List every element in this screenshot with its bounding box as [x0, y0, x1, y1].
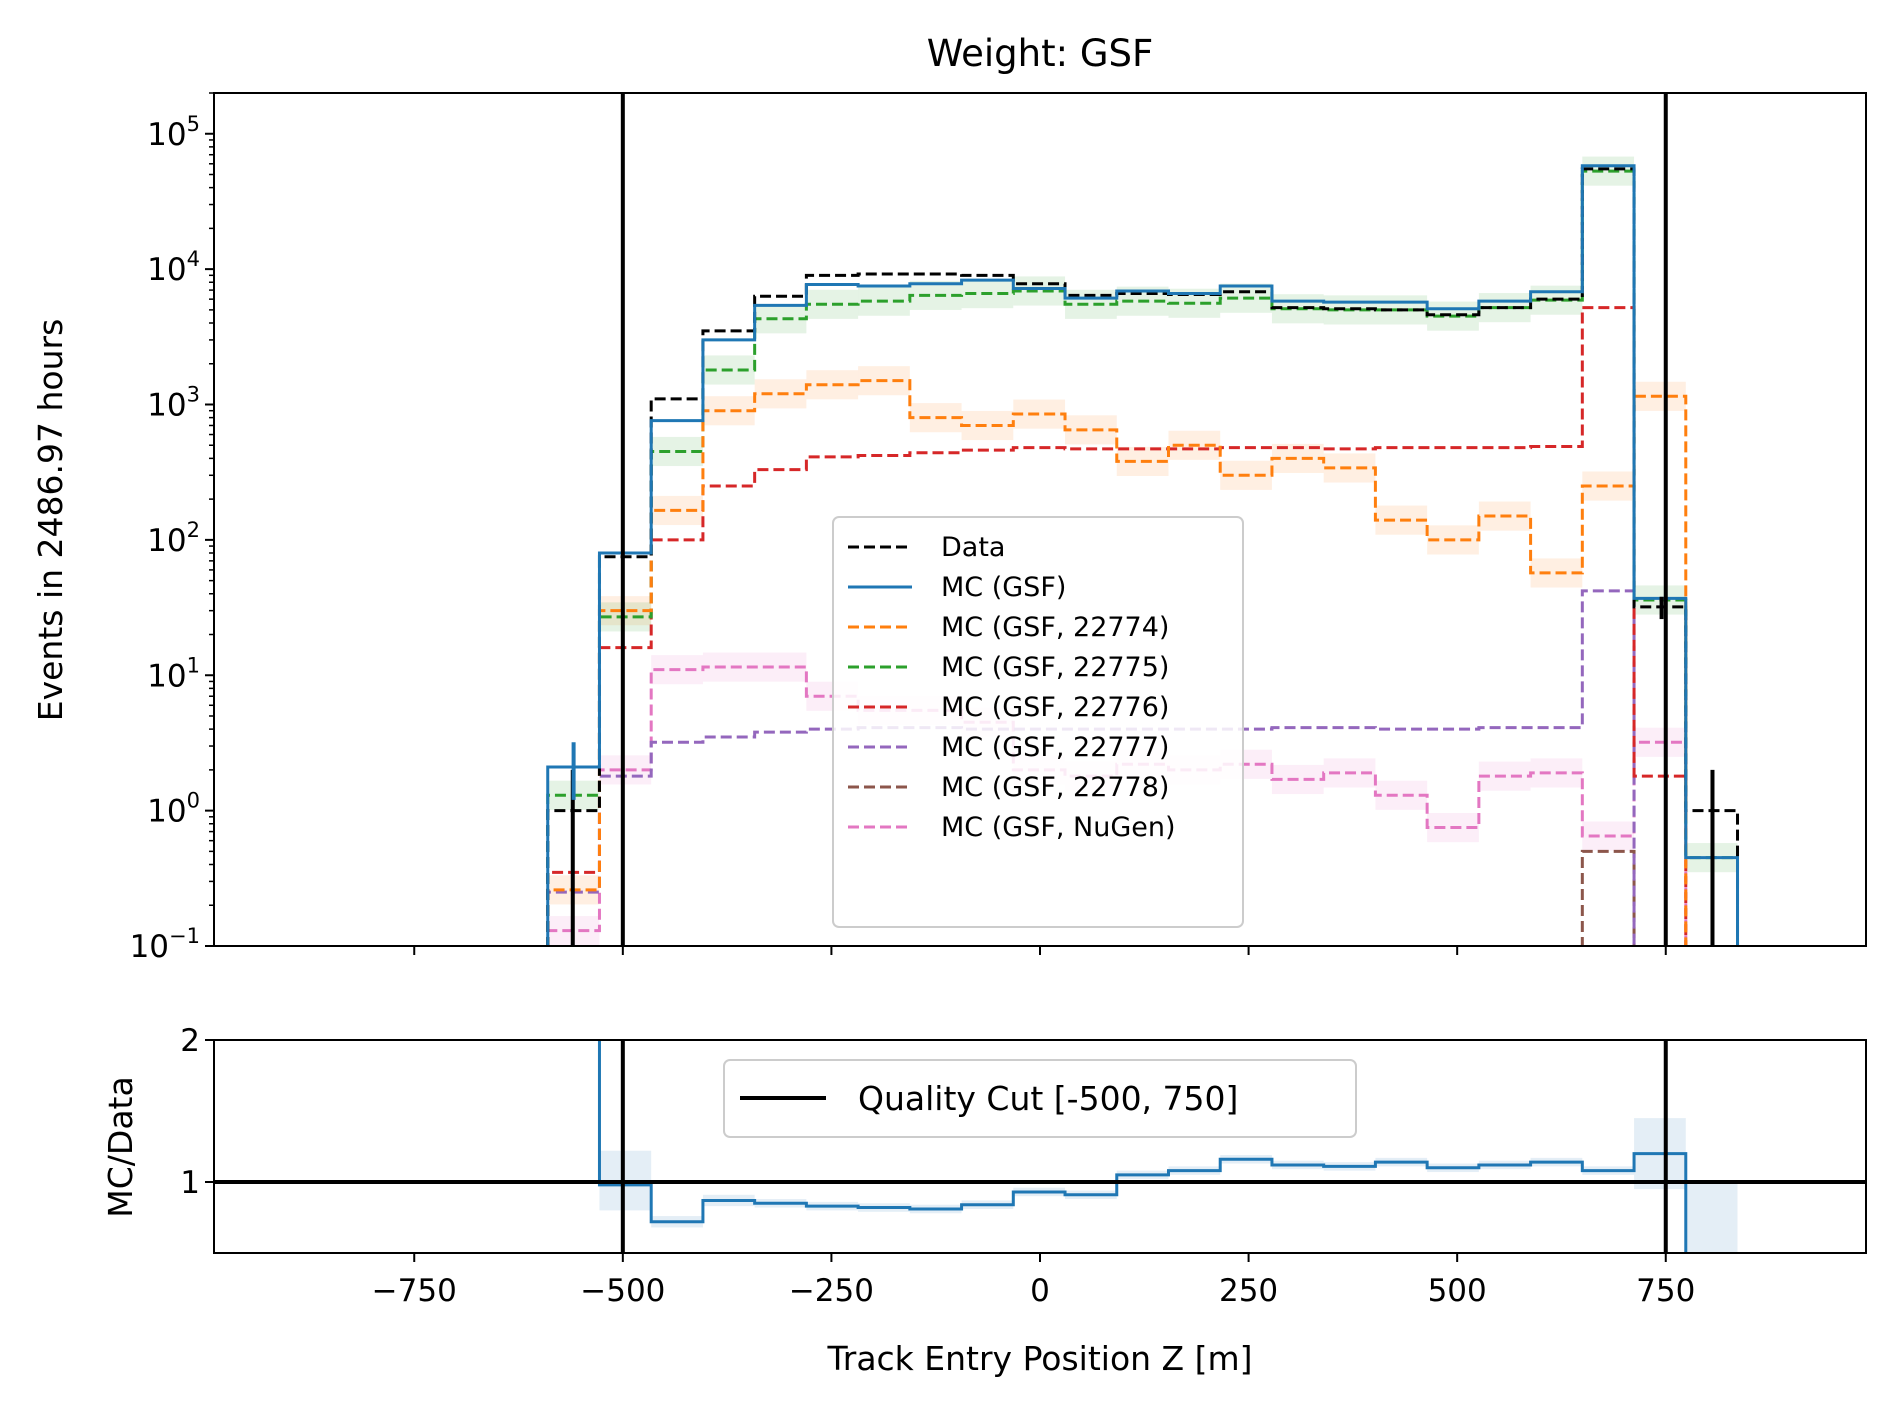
x-tick-label: 250 — [1219, 1273, 1278, 1309]
y-tick-label: 100 — [147, 789, 200, 830]
series-line-5 — [546, 589, 1636, 946]
y-tick-exponent: 2 — [187, 518, 200, 542]
ratio-y-tick-label: 2 — [180, 1023, 200, 1059]
ratio-uncertainty-band — [599, 1118, 1738, 1253]
error-bars — [570, 596, 1715, 946]
y-tick-exponent: −1 — [169, 924, 200, 948]
y-tick-base: 10 — [147, 658, 186, 694]
y-tick-base: 10 — [147, 794, 186, 830]
y-tick-exponent: 3 — [187, 383, 200, 407]
series-line-3 — [546, 169, 1740, 946]
legend-label-3: MC (GSF, 22775) — [941, 652, 1169, 683]
band-7-bin-3 — [702, 652, 755, 682]
ratio-x-ticks: −750 −500 −250 0 250 500 750 — [372, 1253, 1695, 1309]
ratio-line — [597, 1040, 1688, 1253]
ratio-tail-band — [1685, 1182, 1738, 1253]
legend-label-7: MC (GSF, NuGen) — [941, 812, 1176, 843]
main-legend: Data MC (GSF) MC (GSF, 22774) MC (GSF, 2277… — [832, 516, 1244, 928]
y-tick-base: 10 — [147, 388, 186, 424]
y-tick-base: 10 — [147, 523, 186, 559]
x-tick-label: −750 — [372, 1273, 457, 1309]
x-tick-label: −250 — [789, 1273, 874, 1309]
ratio-plot-frame — [213, 1039, 1867, 1254]
main-y-axis-label: Events in 2486.97 hours — [31, 319, 70, 722]
legend-label-4: MC (GSF, 22776) — [941, 692, 1169, 723]
legend-label-1: MC (GSF) — [941, 572, 1066, 603]
y-tick-base: 10 — [147, 252, 186, 288]
ratio-y-ticks: 12 — [180, 1023, 214, 1201]
band-3-bin-9 — [1013, 276, 1066, 306]
y-tick-exponent: 5 — [187, 112, 200, 136]
ratio-legend-box — [723, 1059, 1357, 1138]
y-tick-label: 105 — [147, 112, 200, 153]
x-tick-label: 750 — [1636, 1273, 1695, 1309]
ratio-quality-cut-lines — [620, 1040, 1668, 1253]
x-tick-label: −500 — [580, 1273, 665, 1309]
y-tick-base: 10 — [130, 929, 169, 965]
ratio-legend-label: Quality Cut [-500, 750] — [858, 1079, 1238, 1118]
series-line-6 — [1580, 849, 1636, 946]
x-tick-label: 500 — [1428, 1273, 1487, 1309]
legend-label-0: Data — [941, 532, 1005, 563]
chart-title: Weight: GSF — [927, 32, 1154, 75]
legend-label-6: MC (GSF, 22778) — [941, 772, 1169, 803]
y-tick-label: 103 — [147, 383, 200, 424]
legend-label-5: MC (GSF, 22777) — [941, 732, 1169, 763]
x-tick-label: 0 — [1030, 1273, 1050, 1309]
x-axis-label: Track Entry Position Z [m] — [826, 1339, 1252, 1378]
main-plot-frame — [213, 92, 1867, 947]
main-legend-box — [832, 516, 1244, 928]
legend-label-2: MC (GSF, 22774) — [941, 612, 1169, 643]
main-x-ticks — [413, 946, 1667, 955]
band-3-bin-4 — [754, 304, 807, 334]
ratio-legend: Quality Cut [-500, 750] — [723, 1059, 1357, 1138]
y-tick-exponent: 1 — [187, 653, 200, 677]
y-tick-label: 101 — [147, 653, 200, 694]
y-tick-label: 10−1 — [130, 924, 200, 965]
quality-cut-lines — [620, 93, 1668, 946]
histogram-series — [546, 164, 1740, 946]
band-7-bin-16 — [1375, 780, 1428, 810]
y-tick-exponent: 0 — [187, 789, 200, 813]
ratio-series — [214, 1040, 1866, 1253]
y-tick-label: 102 — [147, 518, 200, 559]
band-2-bin-10 — [1065, 415, 1117, 445]
series-line-1 — [546, 164, 1740, 946]
y-tick-base: 10 — [147, 117, 186, 153]
series-line-2 — [546, 379, 1688, 946]
ratio-y-axis-label: MC/Data — [101, 1076, 140, 1217]
y-tick-exponent: 4 — [187, 247, 200, 271]
ratio-y-tick-label: 1 — [180, 1165, 200, 1201]
band-2-bin-3 — [702, 396, 755, 426]
y-tick-label: 104 — [147, 247, 200, 288]
